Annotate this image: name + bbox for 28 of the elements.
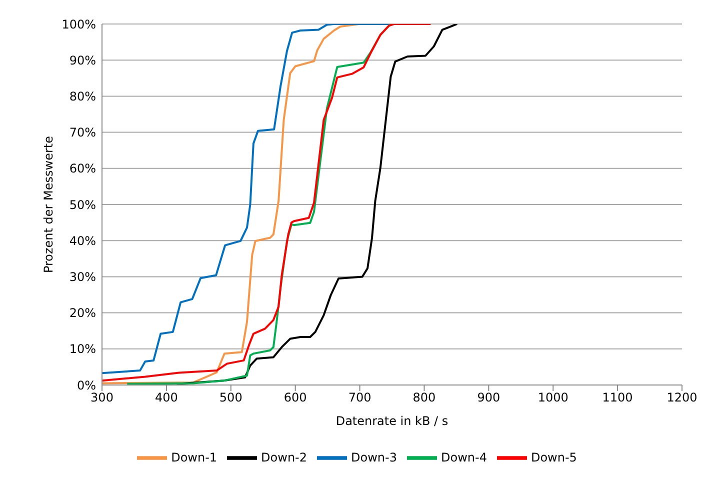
- x-tick-label: 700: [348, 390, 372, 405]
- y-tick-label: 50%: [69, 198, 96, 212]
- y-tick-label: 20%: [69, 306, 96, 320]
- y-tick-label: 10%: [69, 342, 96, 356]
- legend-label: Down-5: [530, 450, 577, 464]
- legend-label: Down-3: [351, 450, 397, 464]
- y-tick-label: 30%: [69, 270, 96, 284]
- y-tick-label: 90%: [69, 53, 96, 68]
- y-tick-label: 100%: [62, 17, 96, 32]
- x-tick-label: 1200: [666, 390, 698, 405]
- x-tick-label: 400: [154, 390, 178, 405]
- y-tick-label: 60%: [69, 162, 96, 176]
- x-axis-title: Datenrate in kB / s: [336, 414, 448, 428]
- y-tick-label: 80%: [69, 89, 96, 104]
- y-tick-label: 70%: [69, 126, 96, 140]
- y-tick-label: 40%: [69, 234, 96, 248]
- x-tick-label: 800: [412, 390, 436, 405]
- y-tick-label: 0%: [76, 378, 96, 392]
- x-tick-label: 500: [219, 390, 242, 405]
- x-tick-label: 600: [284, 390, 307, 405]
- legend-label: Down-1: [171, 450, 218, 464]
- x-tick-label: 1100: [602, 390, 633, 405]
- x-tick-label: 300: [90, 390, 114, 405]
- legend-label: Down-4: [440, 450, 487, 464]
- x-tick-label: 1000: [538, 390, 568, 405]
- x-tick-label: 900: [477, 390, 500, 405]
- y-axis-title: Prozent der Messwerte: [41, 136, 56, 274]
- legend-label: Down-2: [261, 450, 308, 464]
